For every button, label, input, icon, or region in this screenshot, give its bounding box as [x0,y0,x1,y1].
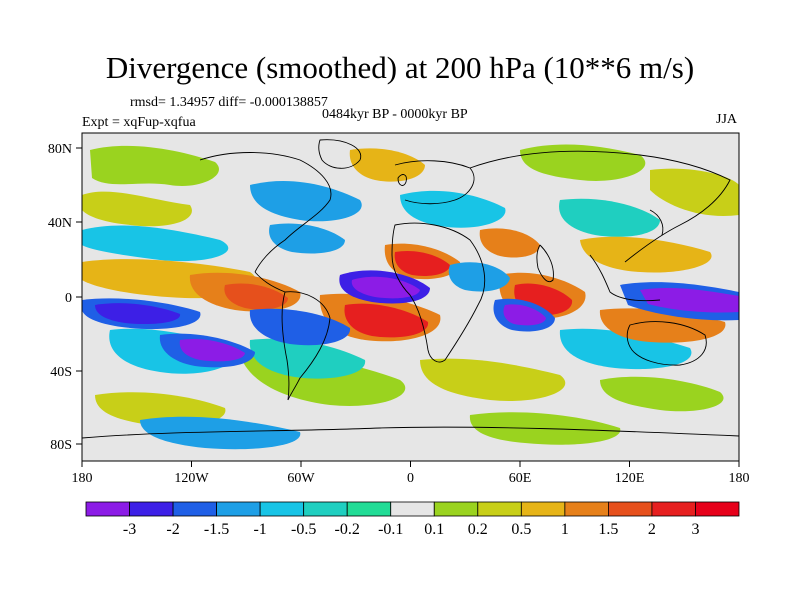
field-patch [344,303,429,338]
colorbar-swatch [303,501,348,517]
colorbar-label: 0.1 [424,521,444,538]
colorbar [85,501,740,517]
field-patch [179,338,245,362]
europe-coast [394,160,475,205]
colorbar-label: 3 [691,521,699,538]
south-america-coast [284,291,331,401]
lon-label-0: 0 [407,471,414,486]
colorbar-label: -2 [166,521,179,538]
africa-coast [391,222,486,363]
colorbar-label: -0.1 [378,521,403,538]
field-patch [351,276,420,299]
field-patch [82,191,192,227]
field-patch [224,283,288,310]
lat-label-equator: 0 [65,291,72,306]
field-patch [249,308,351,346]
colorbar-swatch [433,501,479,517]
colorbar-label: -0.2 [335,521,360,538]
asia-coast [469,150,731,263]
colorbar-swatch [608,501,653,517]
lon-label-60e: 60E [509,471,532,486]
field-patch [640,287,739,313]
uk-coast [397,174,407,186]
lat-label-40n: 40N [48,216,72,231]
colorbar-label: -3 [123,521,136,538]
colorbar-label: -0.5 [291,521,316,538]
field-layer [82,133,739,461]
field-patch [448,262,510,292]
colorbar-swatch [172,501,217,517]
colorbar-swatch [477,501,522,517]
map-title: Divergence (smoothed) at 200 hPa (10**6 … [105,50,695,85]
colorbar-label: 2 [648,521,656,538]
field-patch [90,145,219,186]
antarctica-coast [82,426,739,439]
lon-label-60w: 60W [287,471,315,486]
colorbar-swatch [346,501,392,517]
southeast-asia-coast [589,254,661,302]
period-label: 0484kyr BP - 0000kyr BP [322,107,468,122]
field-patch [82,225,229,262]
field-patch [580,236,712,273]
colorbar-label: 0.5 [511,521,531,538]
field-patch [520,144,646,181]
lon-label-120e: 120E [615,471,645,486]
field-patch [394,250,450,276]
field-patch [559,328,692,370]
field-patch [140,416,301,450]
colorbar-swatch [564,501,609,517]
lon-label-180w: 180 [72,471,93,486]
coastlines [82,139,739,439]
field-patch [250,180,362,222]
colorbar-label: -1.5 [204,521,229,538]
season-label: JJA [716,112,738,127]
colorbar-swatch [216,501,261,517]
australia-coast [626,321,707,366]
field-patch [95,303,181,324]
india-coast [536,244,554,283]
field-patch [249,338,366,379]
colorbar-labels: -3 -2 -1.5 -1 -0.5 -0.2 -0.1 0.1 0.2 0.5 1 1.5 2 3 [123,521,700,538]
colorbar-label: 0.2 [468,521,488,538]
colorbar-label: -1 [253,521,266,538]
lon-label-180e: 180 [729,471,750,486]
lat-label-80n: 80N [48,142,72,157]
north-america-coast [199,152,332,273]
field-patch [349,148,425,182]
colorbar-swatch [390,501,435,517]
lat-axis [76,147,82,445]
experiment-label: Expt = xqFup-xqfua [82,115,196,130]
lat-label-40s: 40S [50,365,72,380]
colorbar-swatch [695,501,740,517]
field-patch [420,358,566,401]
colorbar-label: 1 [561,521,569,538]
colorbar-swatch [520,501,566,517]
field-patch [503,304,546,326]
greenland-coast [318,139,362,169]
field-patch [400,190,506,228]
field-patch [559,198,660,237]
lon-label-120w: 120W [174,471,209,486]
field-patch [269,223,345,254]
colorbar-swatch [129,501,174,517]
lat-label-80s: 80S [50,438,72,453]
colorbar-swatch [259,501,305,517]
stats-line: rmsd= 1.34957 diff= -0.000138857 [130,95,328,110]
central-america-coast [254,271,286,293]
colorbar-swatch [85,501,130,517]
colorbar-label: 1.5 [598,521,618,538]
field-patch [479,228,540,258]
lon-axis [81,461,740,467]
south-america-west-coast [281,291,290,401]
field-patch [600,376,724,412]
japan-coast [649,209,664,236]
field-patch [650,168,739,216]
colorbar-swatch [651,501,696,517]
